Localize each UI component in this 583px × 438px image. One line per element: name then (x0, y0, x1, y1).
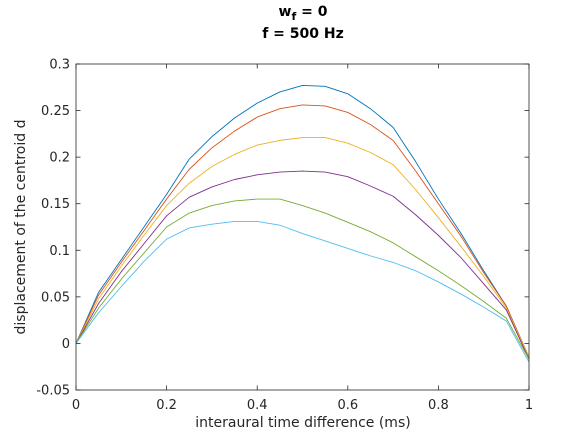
y-tick-label: 0.1 (49, 244, 70, 259)
x-tick-label: 0.2 (156, 398, 177, 413)
y-tick-label: 0 (62, 337, 70, 352)
series-line-5 (75, 198, 530, 360)
series-line-1 (75, 84, 530, 358)
y-tick-label: 0.05 (41, 290, 70, 305)
series-line-6 (75, 220, 530, 363)
axes-layer: 0 0.2 0.4 0.6 0.8 1-0.0500.050.10.150.20.250.… (36, 58, 533, 414)
series-line-2 (75, 104, 530, 358)
x-axis-label: interaural time difference (ms) (195, 415, 410, 431)
plot-background (76, 64, 529, 390)
axes-box (75, 63, 530, 391)
x-tick-label: 0.4 (247, 398, 268, 413)
chart-subtitle: f = 500 Hz (262, 26, 344, 42)
x-tick-label: 1 (525, 398, 533, 413)
plot-area (76, 64, 529, 390)
y-tick-label: 0.2 (49, 151, 70, 166)
y-tick-label: 0.15 (41, 197, 70, 212)
chart-title: wf = 0 (279, 4, 328, 23)
series-layer (75, 84, 530, 363)
y-tick-label: -0.05 (36, 384, 70, 399)
y-axis-label: displacement of the centroid d (13, 120, 29, 335)
series-line-3 (75, 137, 530, 358)
x-tick-label: 0 (72, 398, 80, 413)
x-tick-label: 0.8 (428, 398, 449, 413)
series-line-4 (75, 170, 530, 360)
y-tick-label: 0.3 (49, 58, 70, 73)
x-tick-label: 0.6 (337, 398, 358, 413)
y-tick-label: 0.25 (41, 104, 70, 119)
